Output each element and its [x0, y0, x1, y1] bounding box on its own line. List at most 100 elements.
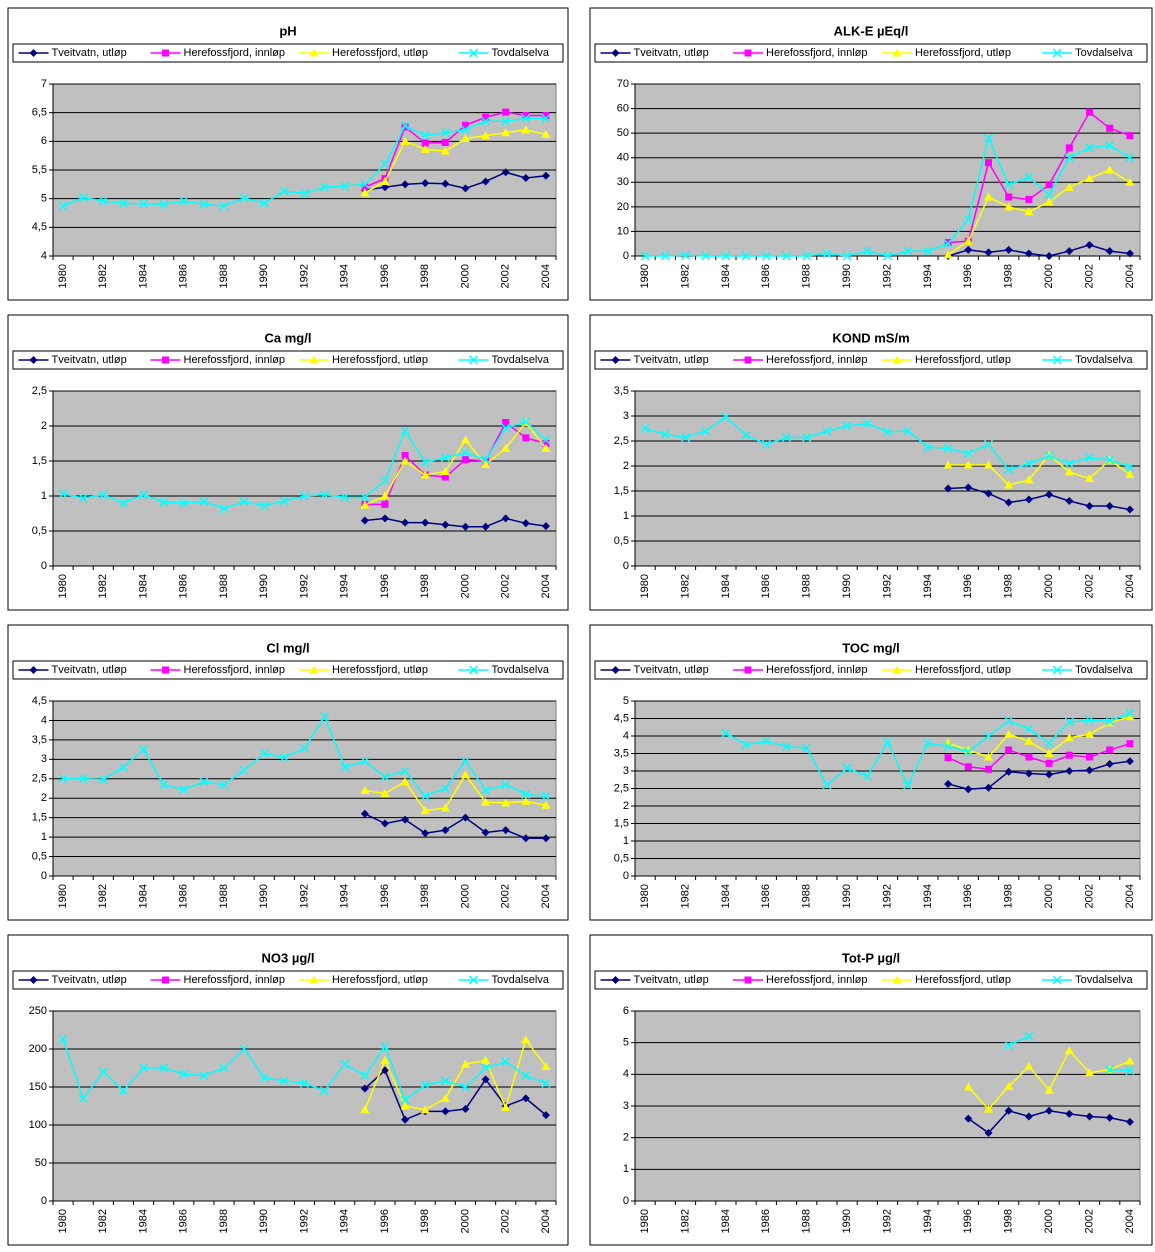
marker-x: [923, 738, 933, 748]
marker-triangle: [360, 188, 370, 197]
marker-triangle: [984, 460, 993, 469]
marker-x: [420, 791, 430, 801]
marker-x: [761, 439, 771, 450]
series-line: [947, 169, 1131, 256]
series-line: [948, 111, 1131, 244]
marker-x: [159, 780, 169, 790]
marker-x: [721, 728, 731, 738]
x-tick-label: 1994: [339, 884, 351, 908]
series-line: [947, 716, 1131, 758]
y-tick-label: 2: [623, 800, 629, 812]
marker-triangle: [1105, 165, 1115, 174]
marker-triangle: [984, 1104, 993, 1113]
y-tick-label: 1: [41, 490, 47, 502]
marker-diamond: [1085, 1112, 1094, 1121]
marker-diamond: [380, 819, 389, 828]
marker-x: [400, 1095, 410, 1105]
marker-triangle: [501, 798, 511, 807]
marker-x: [400, 426, 410, 436]
marker-x: [360, 179, 370, 189]
marker-square: [441, 473, 449, 481]
chart-panel: KOND mS/m Tveitvatn, utløp Herefossfjord, …: [589, 314, 1153, 611]
x-tick-label: 1988: [801, 574, 813, 598]
x-tick-label: 1996: [379, 884, 391, 908]
legend-label: Tovdalselva: [1075, 47, 1133, 59]
series-line: [364, 171, 547, 191]
x-tick-label: 1982: [97, 884, 109, 908]
marker-square: [361, 183, 369, 191]
legend-box: [594, 350, 1148, 370]
marker-diamond: [964, 483, 973, 492]
marker-triangle: [400, 456, 410, 465]
y-tick-label: 6: [41, 135, 47, 147]
marker-square: [1106, 124, 1114, 132]
y-tick-label: 4: [623, 730, 629, 742]
marker-triangle: [380, 176, 390, 185]
x-tick-label: 1990: [258, 264, 270, 288]
marker-diamond: [360, 516, 369, 525]
series-line: [947, 244, 1130, 257]
x-tick-label: 1998: [1003, 574, 1015, 598]
plot-area: [634, 83, 1141, 257]
marker-triangle: [1024, 207, 1034, 216]
marker-x: [420, 457, 430, 467]
marker-diamond: [401, 518, 410, 527]
marker-x: [139, 490, 149, 500]
marker-triangle: [1064, 467, 1074, 476]
marker-x: [501, 423, 511, 433]
marker-diamond: [29, 666, 38, 674]
marker-x: [440, 128, 450, 138]
marker-triangle: [1125, 470, 1135, 478]
marker-square: [744, 49, 752, 57]
marker-diamond: [380, 1066, 389, 1075]
marker-diamond: [1065, 767, 1074, 775]
marker-x: [481, 785, 491, 795]
marker-diamond: [984, 783, 993, 792]
legend-label: Herefossfjord, utløp: [332, 47, 428, 59]
marker-diamond: [1105, 1113, 1114, 1122]
series-line: [364, 1038, 547, 1111]
y-tick-label: 100: [29, 1119, 47, 1131]
marker-square: [461, 456, 469, 464]
marker-x: [1084, 452, 1095, 463]
legend-label: Tveitvatn, utløp: [52, 664, 127, 676]
x-tick-label: 1986: [178, 264, 190, 288]
marker-triangle: [440, 1093, 450, 1102]
marker-diamond: [1125, 249, 1134, 258]
marker-x: [159, 199, 169, 209]
plot-area: [52, 390, 557, 567]
y-tick-label: 3,5: [32, 734, 47, 746]
x-tick-label: 2004: [1124, 1209, 1136, 1233]
y-tick-label: 5,5: [32, 164, 47, 176]
y-tick-label: 40: [617, 152, 629, 164]
x-tick-label: 2004: [540, 884, 552, 908]
marker-x: [259, 198, 269, 208]
marker-x: [640, 251, 650, 261]
x-tick-label: 1992: [298, 884, 310, 908]
x-tick-label: 1990: [258, 884, 270, 908]
plot-area: [634, 390, 1141, 567]
marker-diamond: [461, 184, 470, 193]
marker-x: [1105, 1065, 1115, 1075]
marker-triangle: [541, 1061, 551, 1070]
series-line: [948, 486, 1131, 511]
marker-square: [1005, 746, 1013, 754]
marker-square: [441, 138, 449, 146]
x-tick-label: 1994: [339, 574, 351, 598]
marker-diamond: [1085, 240, 1094, 249]
chart-panel: TOC mg/l Tveitvatn, utløp Herefossfjord, i…: [589, 624, 1153, 921]
y-tick-label: 6: [623, 1005, 629, 1017]
marker-x: [360, 1071, 370, 1081]
marker-x: [741, 430, 751, 440]
marker-x: [481, 1063, 491, 1073]
marker-x: [179, 196, 189, 206]
chart-panel: Cl mg/l Tveitvatn, utløp Herefossfjord, in…: [7, 624, 569, 921]
marker-diamond: [984, 489, 993, 498]
marker-diamond: [1085, 502, 1094, 510]
x-tick-label: 1994: [922, 574, 934, 598]
x-tick-label: 2004: [540, 1209, 552, 1233]
marker-triangle: [1004, 202, 1014, 211]
x-tick-label: 1988: [801, 884, 813, 908]
marker-diamond: [461, 522, 470, 531]
legend-label: Herefossfjord, innløp: [184, 664, 286, 676]
